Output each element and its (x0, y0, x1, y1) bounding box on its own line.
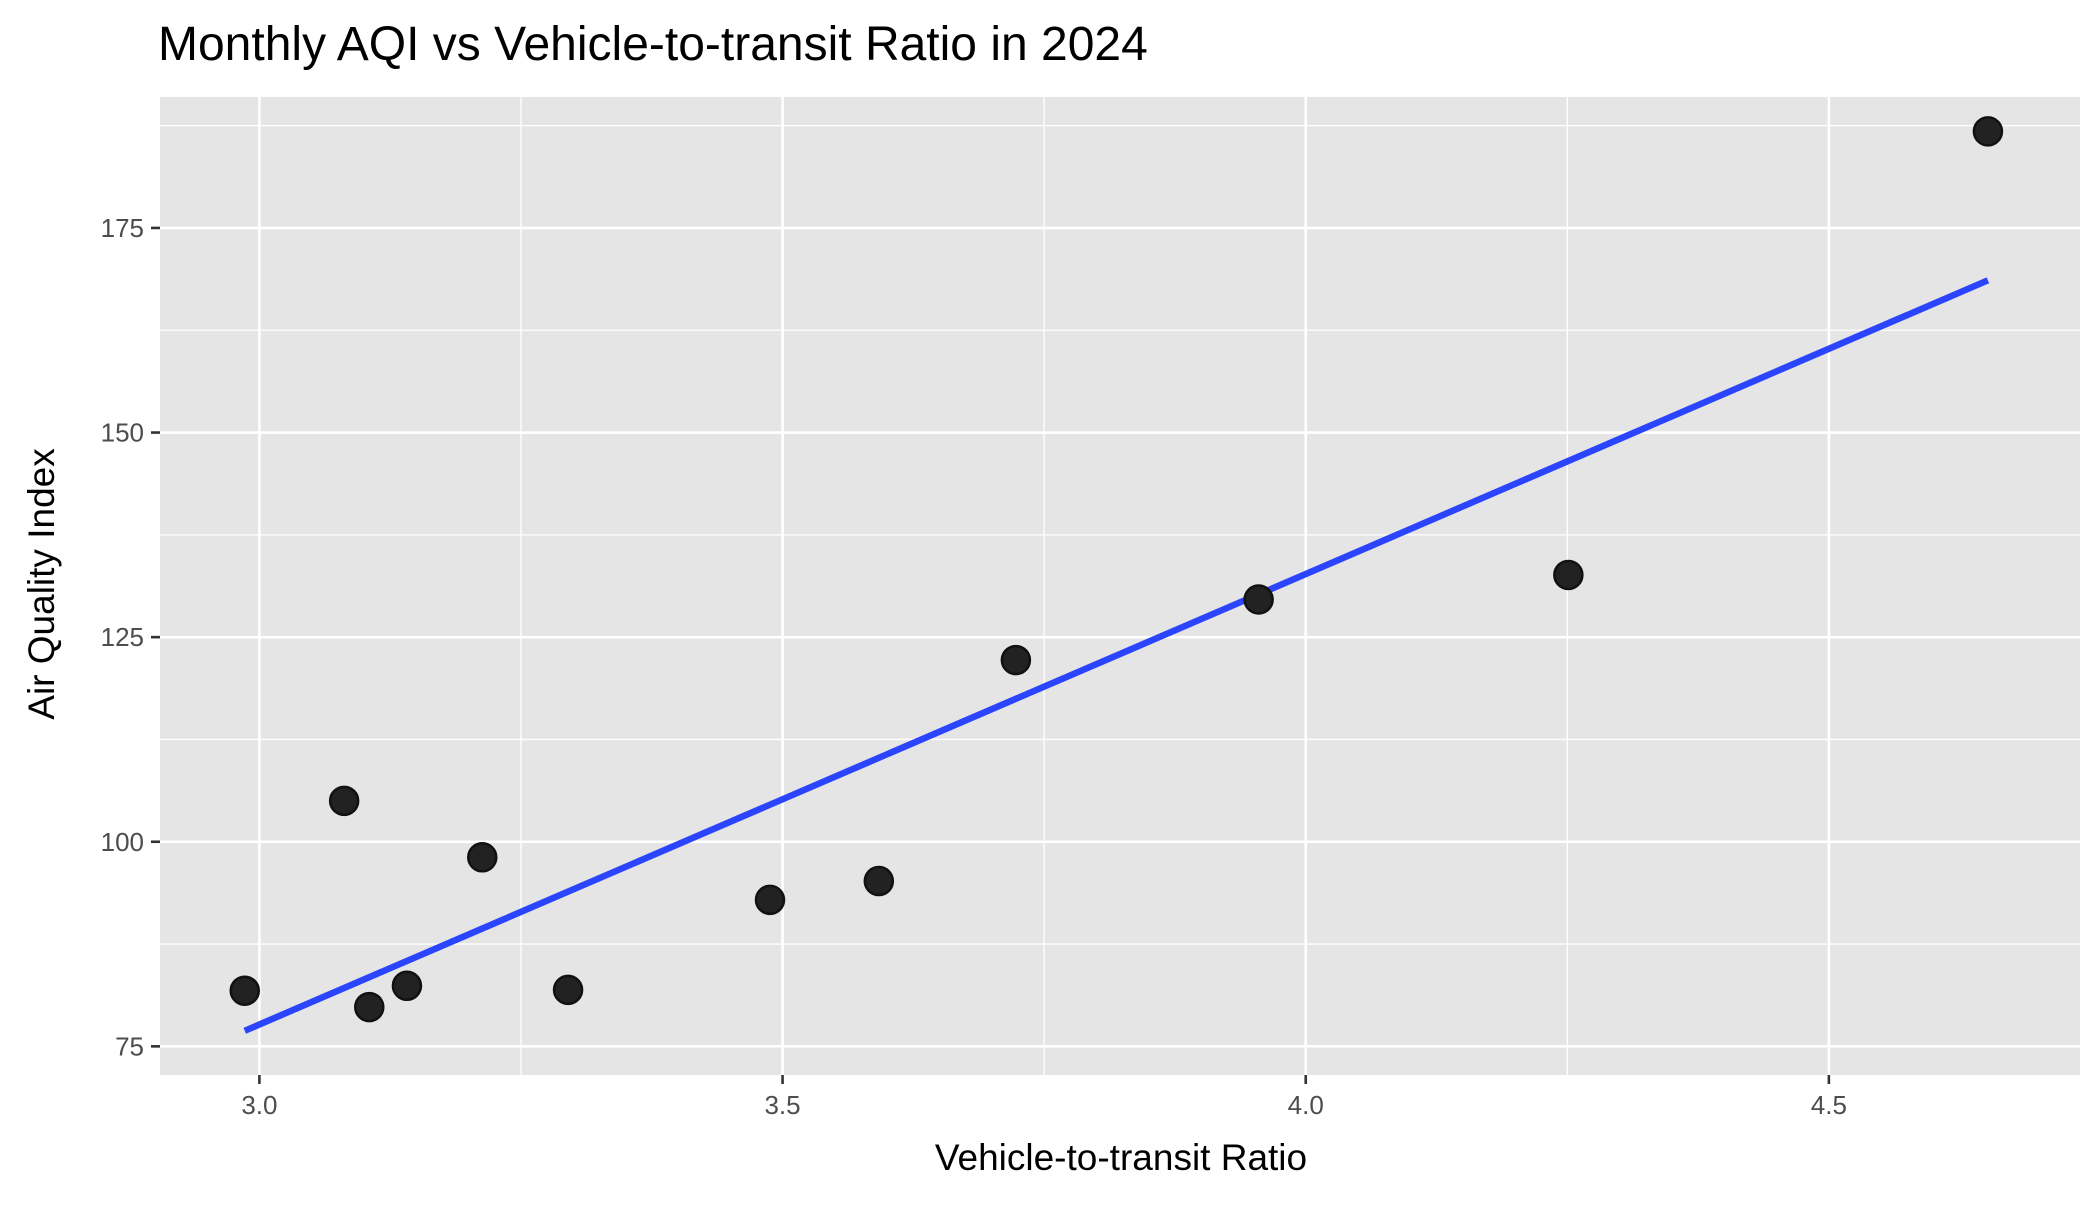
x-tick-label: 4.5 (1811, 1090, 1847, 1120)
y-tick-label: 150 (101, 418, 144, 448)
data-point (1553, 559, 1584, 591)
x-tick-label: 4.0 (1288, 1090, 1324, 1120)
data-point (863, 865, 895, 897)
data-point (1243, 584, 1274, 615)
data-point (1972, 116, 2004, 147)
y-tick-label: 75 (115, 1031, 144, 1061)
x-tick-label: 3.5 (764, 1090, 800, 1120)
plot-panel (160, 97, 2080, 1075)
chart-title: Monthly AQI vs Vehicle-to-transit Ratio … (158, 18, 1148, 71)
data-point (552, 974, 584, 1006)
x-axis-title: Vehicle-to-transit Ratio (935, 1137, 1307, 1178)
data-point (1000, 644, 1032, 676)
y-tick-label: 125 (101, 622, 144, 652)
y-axis-title: Air Quality Index (21, 448, 62, 720)
data-point (754, 884, 786, 916)
y-tick-label: 175 (101, 213, 144, 243)
trend-line (243, 277, 1990, 1034)
data-point (354, 991, 385, 1023)
y-tick-label: 100 (101, 827, 144, 857)
data-point (467, 842, 498, 873)
x-tick-label: 3.0 (241, 1090, 277, 1120)
data-point (328, 785, 360, 817)
data-point (229, 975, 261, 1006)
data-point (391, 970, 423, 1002)
